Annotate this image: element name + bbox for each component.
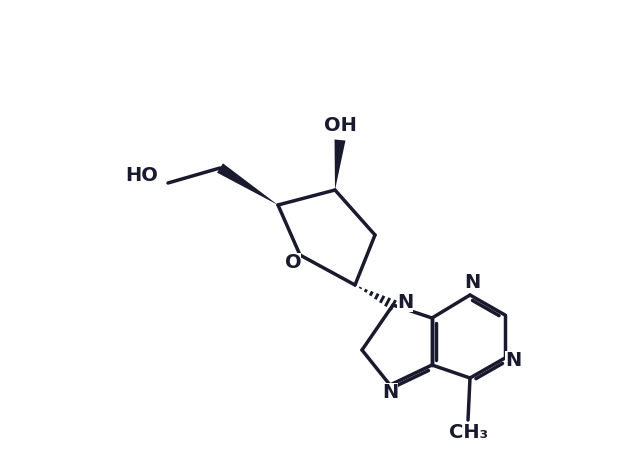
Text: N: N xyxy=(382,383,398,401)
Text: O: O xyxy=(285,252,301,272)
Polygon shape xyxy=(217,164,278,205)
Text: HO: HO xyxy=(125,165,159,185)
Text: N: N xyxy=(505,351,521,369)
Text: CH₃: CH₃ xyxy=(449,423,488,442)
Polygon shape xyxy=(335,140,346,190)
Text: OH: OH xyxy=(324,116,356,134)
Text: N: N xyxy=(464,273,480,291)
Text: N: N xyxy=(397,292,413,312)
